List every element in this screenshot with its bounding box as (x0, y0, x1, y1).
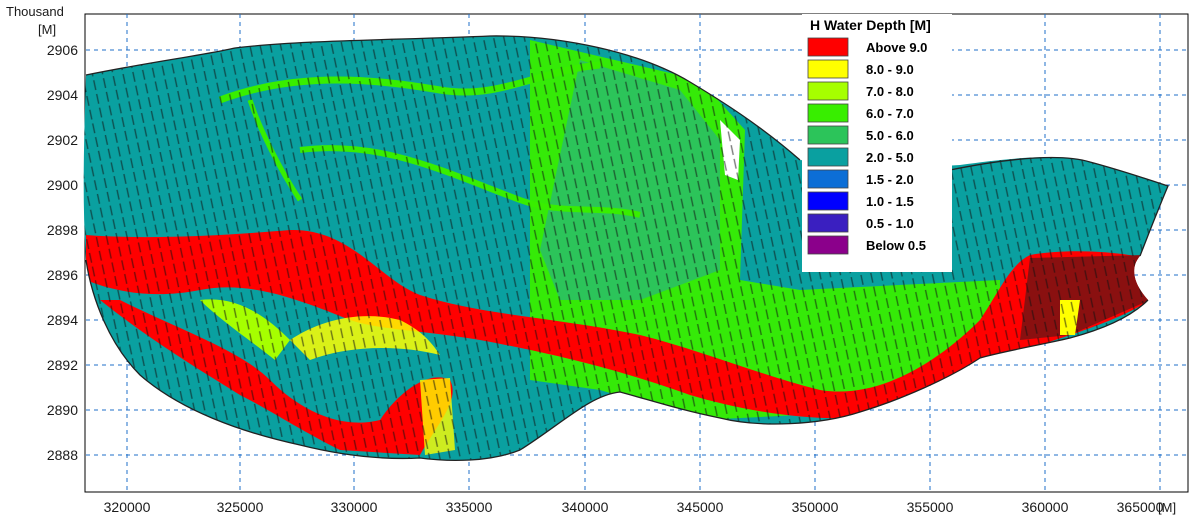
legend-label: Below 0.5 (866, 238, 926, 253)
y-tick-label: 2890 (47, 402, 78, 418)
legend-swatch (807, 37, 849, 57)
legend-swatch (807, 103, 849, 123)
y-axis-ticks: 2906 2904 2902 2900 2898 2896 2894 2892 … (47, 42, 78, 463)
legend-label: 2.0 - 5.0 (866, 150, 914, 165)
x-tick-label: 355000 (907, 499, 954, 515)
legend-label: 8.0 - 9.0 (866, 62, 914, 77)
x-tick-label: 320000 (104, 499, 151, 515)
x-tick-label: 340000 (562, 499, 609, 515)
y-tick-label: 2904 (47, 87, 78, 103)
legend-label: 0.5 - 1.0 (866, 216, 914, 231)
y-tick-label: 2892 (47, 357, 78, 373)
legend-label: 5.0 - 6.0 (866, 128, 914, 143)
legend-label: Above 9.0 (866, 40, 927, 55)
y-tick-label: 2896 (47, 267, 78, 283)
model-boundary (85, 35, 1169, 462)
y-tick-label: 2888 (47, 447, 78, 463)
legend-swatch (807, 147, 849, 167)
y-unit-label: [M] (38, 22, 56, 37)
x-unit-label: [M] (1158, 500, 1176, 515)
y-tick-label: 2902 (47, 132, 78, 148)
legend-label: 1.5 - 2.0 (866, 172, 914, 187)
y-tick-label: 2898 (47, 222, 78, 238)
legend-swatch (807, 191, 849, 211)
legend-swatch (807, 125, 849, 145)
x-tick-label: 325000 (217, 499, 264, 515)
x-tick-label: 335000 (446, 499, 493, 515)
legend-swatch (807, 213, 849, 233)
legend-swatch (807, 235, 849, 255)
y-unit-top-label: Thousand (6, 4, 64, 19)
y-tick-label: 2900 (47, 177, 78, 193)
legend-label: 1.0 - 1.5 (866, 194, 914, 209)
y-tick-label: 2906 (47, 42, 78, 58)
x-tick-label: 365000 (1117, 499, 1164, 515)
legend-swatch (807, 81, 849, 101)
x-tick-label: 345000 (677, 499, 724, 515)
legend-title: H Water Depth [M] (810, 17, 931, 33)
x-tick-label: 330000 (331, 499, 378, 515)
legend-swatch (807, 59, 849, 79)
legend-swatch (807, 169, 849, 189)
x-tick-label: 350000 (792, 499, 839, 515)
legend-label: 7.0 - 8.0 (866, 84, 914, 99)
legend: H Water Depth [M] Above 9.0 8.0 - 9.0 7.0 … (802, 14, 952, 272)
legend-label: 6.0 - 7.0 (866, 106, 914, 121)
y-tick-label: 2894 (47, 312, 78, 328)
x-axis-ticks: 320000 325000 330000 335000 340000 34500… (104, 499, 1164, 515)
x-tick-label: 360000 (1022, 499, 1069, 515)
